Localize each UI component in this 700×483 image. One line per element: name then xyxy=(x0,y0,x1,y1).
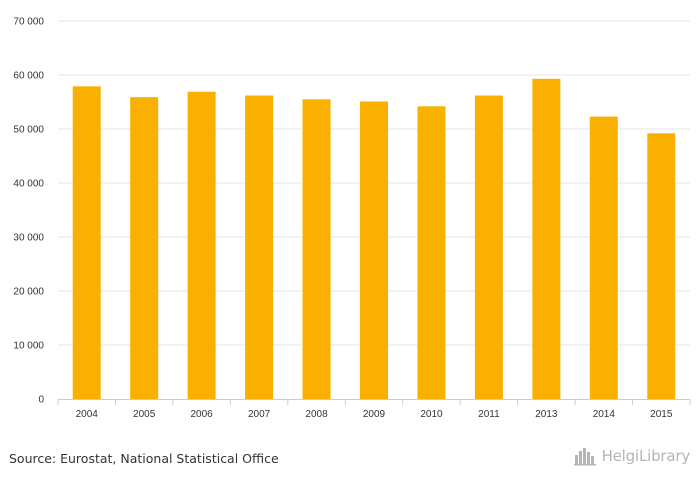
y-tick-label: 60 000 xyxy=(13,71,44,82)
bar-2013[interactable] xyxy=(532,78,561,399)
x-tick-label: 2010 xyxy=(420,409,443,420)
y-tick-label: 10 000 xyxy=(13,341,44,352)
x-tick-label: 2005 xyxy=(133,409,156,420)
y-tick-label: 20 000 xyxy=(13,287,44,298)
brand-logo[interactable]: HelgiLibrary xyxy=(573,446,691,466)
bar-2004[interactable] xyxy=(72,86,101,399)
x-tick-label: 2014 xyxy=(593,409,616,420)
x-axis-ticks: 2004 2005 2006 2007 2008 2009 2010 2011 2013 2014… xyxy=(57,399,691,420)
brand-name: HelgiLibrary xyxy=(601,447,691,465)
x-tick-label: 2004 xyxy=(76,409,99,420)
bar-2010[interactable] xyxy=(417,106,446,399)
bar-2008[interactable] xyxy=(302,99,331,400)
bar-2006[interactable] xyxy=(187,91,216,400)
x-tick-label: 2006 xyxy=(191,409,214,420)
skyline-icon xyxy=(573,448,596,466)
x-tick-label: 2013 xyxy=(535,409,558,420)
bar-2009[interactable] xyxy=(360,101,388,400)
source-note: Source: Eurostat, National Statistical O… xyxy=(9,451,279,466)
bar-2014[interactable] xyxy=(589,116,618,399)
y-tick-label: 40 000 xyxy=(13,179,44,190)
y-tick-label: 30 000 xyxy=(13,233,44,244)
bar-2015[interactable] xyxy=(647,133,676,399)
x-tick-label: 2009 xyxy=(363,409,386,420)
y-tick-label: 0 xyxy=(38,395,44,406)
y-axis-ticks: 0 10 000 20 000 30 000 40 000 50 000 60 000 70 … xyxy=(13,17,44,406)
x-tick-label: 2007 xyxy=(248,409,271,420)
y-tick-label: 70 000 xyxy=(13,17,44,28)
bar-2005[interactable] xyxy=(130,97,159,399)
x-tick-label: 2015 xyxy=(650,409,673,420)
bar-chart: 0 10 000 20 000 30 000 40 000 50 000 60 000 70 … xyxy=(13,17,691,420)
bars xyxy=(72,78,676,400)
bar-2011[interactable] xyxy=(474,95,503,400)
x-tick-label: 2008 xyxy=(305,409,328,420)
x-tick-label: 2011 xyxy=(478,409,500,420)
y-tick-label: 50 000 xyxy=(13,125,44,136)
bar-2007[interactable] xyxy=(245,95,274,400)
